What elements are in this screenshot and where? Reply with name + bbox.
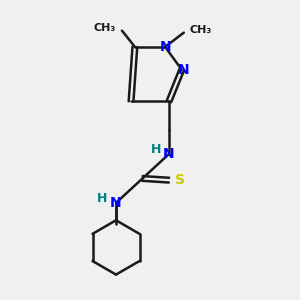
Text: N: N <box>178 63 189 77</box>
Text: H: H <box>97 192 107 205</box>
Text: N: N <box>110 196 122 210</box>
Text: N: N <box>159 40 171 54</box>
Text: N: N <box>163 147 175 161</box>
Text: H: H <box>151 143 161 157</box>
Text: CH₃: CH₃ <box>190 25 212 35</box>
Text: CH₃: CH₃ <box>94 23 116 33</box>
Text: S: S <box>175 173 185 187</box>
